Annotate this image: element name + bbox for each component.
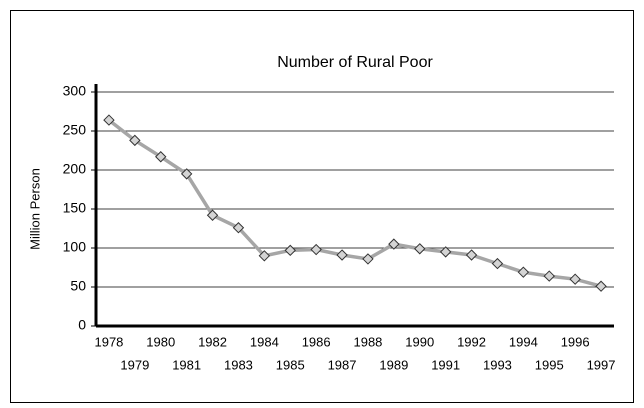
x-tick-label: 1996 xyxy=(561,334,590,349)
point-marker xyxy=(155,151,167,163)
point-marker xyxy=(103,114,115,126)
point-marker xyxy=(336,249,348,261)
x-tick-label: 1997 xyxy=(587,357,616,372)
point-marker xyxy=(232,222,245,234)
point-marker xyxy=(569,273,581,285)
point-marker xyxy=(414,243,426,255)
y-tick-label: 300 xyxy=(63,83,87,99)
point-marker xyxy=(258,250,271,262)
point-marker xyxy=(362,253,374,265)
point-marker xyxy=(465,249,478,261)
point-marker xyxy=(310,243,322,256)
point-marker xyxy=(388,238,400,250)
point-marker xyxy=(491,257,504,270)
x-tick-label: 1991 xyxy=(431,357,460,372)
x-tick-label: 1993 xyxy=(483,357,512,372)
x-tick-label: 1995 xyxy=(535,357,564,372)
point-marker xyxy=(284,244,296,257)
y-tick-label: 150 xyxy=(63,200,87,216)
point-marker xyxy=(595,280,607,292)
x-tick-label: 1986 xyxy=(302,334,331,349)
chart-frame xyxy=(10,10,634,403)
x-tick-label: 1985 xyxy=(276,357,305,372)
point-marker xyxy=(439,246,452,258)
chart-title: Number of Rural Poor xyxy=(277,54,433,71)
x-tick-label: 1984 xyxy=(250,334,279,349)
y-tick-label: 200 xyxy=(63,161,87,177)
x-tick-label: 1990 xyxy=(405,334,434,349)
x-tick-label: 1979 xyxy=(120,357,149,372)
y-axis-label: Million Person xyxy=(27,168,42,250)
x-tick-label: 1987 xyxy=(328,357,357,372)
x-tick-label: 1978 xyxy=(94,334,123,349)
point-marker xyxy=(129,134,141,147)
point-marker xyxy=(206,209,219,221)
x-tick-label: 1982 xyxy=(198,334,227,349)
point-marker xyxy=(543,270,555,282)
x-tick-label: 1983 xyxy=(224,357,253,372)
x-tick-label: 1989 xyxy=(379,357,408,372)
x-tick-label: 1988 xyxy=(353,334,382,349)
y-tick-label: 100 xyxy=(63,239,87,255)
x-tick-label: 1981 xyxy=(172,357,201,372)
y-tick-label: 0 xyxy=(78,317,86,333)
x-tick-label: 1980 xyxy=(146,334,175,349)
series-line xyxy=(107,118,602,288)
x-tick-label: 1992 xyxy=(457,334,486,349)
point-marker xyxy=(517,266,530,278)
x-tick-label: 1994 xyxy=(509,334,538,349)
y-tick-label: 50 xyxy=(70,278,86,294)
point-marker xyxy=(180,168,193,180)
y-tick-label: 250 xyxy=(63,122,87,138)
